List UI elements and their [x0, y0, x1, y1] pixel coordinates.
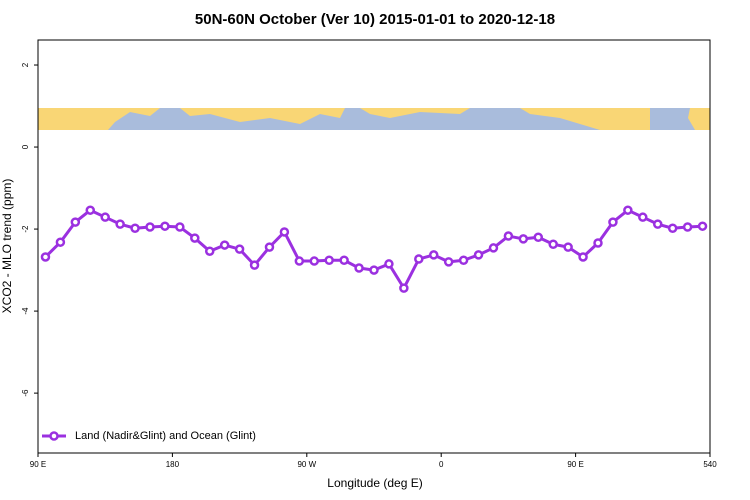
- point: [533, 232, 544, 243]
- x-tick-label: 90 W: [297, 460, 316, 469]
- point: [667, 223, 678, 233]
- point: [85, 205, 96, 215]
- point: [503, 231, 514, 241]
- point: [458, 255, 469, 265]
- point: [190, 233, 200, 243]
- point: [369, 265, 379, 275]
- x-tick-label: 90 E: [30, 460, 46, 469]
- y-tick-label: 0: [21, 144, 30, 149]
- x-axis-label: Longitude (deg E): [327, 476, 422, 490]
- point: [264, 242, 275, 252]
- point: [115, 219, 125, 229]
- point: [697, 221, 708, 231]
- point: [399, 283, 409, 293]
- point: [354, 263, 364, 273]
- land: [360, 108, 470, 118]
- point: [309, 256, 320, 266]
- point: [578, 252, 588, 262]
- map-band: [38, 108, 710, 130]
- point: [563, 242, 573, 252]
- point: [488, 243, 499, 253]
- point: [548, 239, 558, 249]
- y-axis-label: XCO2 - MLO trend (ppm): [0, 179, 14, 314]
- point: [100, 212, 110, 222]
- point: [608, 217, 618, 227]
- point: [234, 244, 245, 254]
- y-tick-label: -2: [21, 225, 30, 233]
- plot-frame: [37, 39, 711, 454]
- point: [70, 217, 81, 227]
- point: [443, 257, 454, 267]
- point: [682, 222, 693, 232]
- point: [518, 234, 529, 244]
- point: [279, 227, 290, 237]
- point: [593, 238, 603, 248]
- point: [40, 252, 51, 262]
- point: [249, 260, 260, 270]
- y-tick-label: 2: [21, 62, 30, 67]
- point: [160, 221, 170, 231]
- point: [219, 240, 230, 250]
- point: [324, 255, 334, 265]
- point: [55, 237, 66, 247]
- point: [384, 259, 394, 269]
- legend-label: Land (Nadir&Glint) and Ocean (Glint): [75, 430, 256, 442]
- point: [652, 219, 663, 229]
- land: [688, 108, 710, 130]
- point: [414, 254, 424, 264]
- x-tick-label: 180: [166, 460, 180, 469]
- land: [520, 108, 650, 130]
- point: [204, 246, 215, 256]
- chart-title: 50N-60N October (Ver 10) 2015-01-01 to 2…: [195, 11, 555, 28]
- y-tick-label: -6: [21, 389, 30, 397]
- x-tick-label: 90 E: [567, 460, 583, 469]
- series-line: [44, 208, 703, 290]
- land: [108, 108, 160, 130]
- point: [294, 256, 305, 266]
- x-tick-label: 0: [439, 460, 444, 469]
- y-tick-label: -4: [21, 307, 30, 315]
- point: [130, 223, 140, 233]
- x-tick-label: 540: [703, 460, 717, 469]
- legend-marker: [49, 431, 59, 441]
- point: [145, 222, 155, 232]
- point: [339, 255, 349, 265]
- land: [180, 108, 345, 124]
- point: [175, 222, 185, 232]
- land: [38, 108, 108, 130]
- point: [623, 205, 633, 215]
- point: [428, 250, 439, 260]
- point: [473, 250, 484, 260]
- point: [638, 212, 648, 222]
